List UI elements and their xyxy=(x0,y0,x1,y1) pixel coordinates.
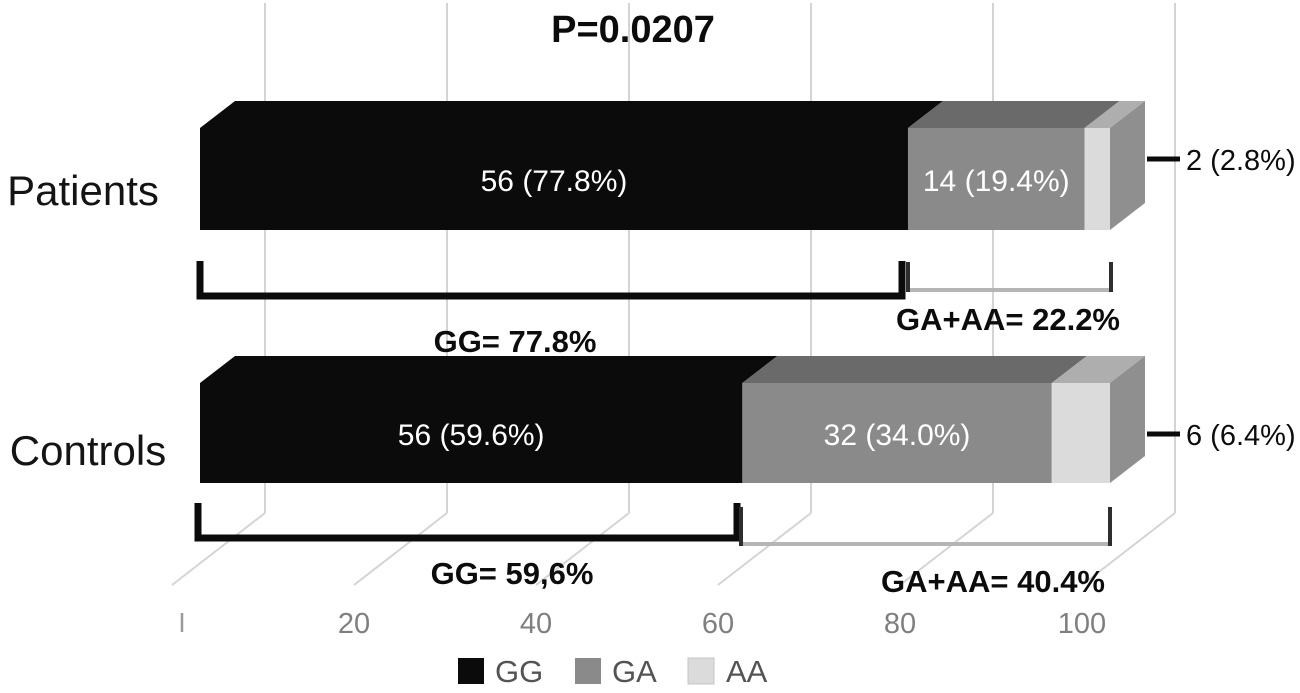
bar-segment-label-gg: 56 (77.8%) xyxy=(481,165,628,198)
bar-segment-ga xyxy=(907,128,1085,230)
x-axis-tick-label: 80 xyxy=(884,608,916,640)
bar-segment-label-ga: 32 (34.0%) xyxy=(824,419,971,452)
patients-ga-aa-bracket-label: GA+AA= 22.2% xyxy=(896,302,1120,337)
bar-top-gg xyxy=(200,101,943,128)
controls-gg-bracket: GG= 59,6% xyxy=(194,503,741,591)
x-axis-tick-label: 20 xyxy=(338,608,370,640)
bar-top-gg xyxy=(200,356,778,383)
x-axis-tick-label: 40 xyxy=(520,608,552,640)
bar-end-cap xyxy=(1110,101,1145,230)
bar-top-ga xyxy=(907,101,1120,128)
bar-segment-gg xyxy=(200,128,908,230)
bar-top-aa xyxy=(1084,101,1145,128)
controls-aa-callout: 6 (6.4%) xyxy=(1147,420,1296,452)
legend-swatch-aa xyxy=(687,657,715,685)
bar-segment-ga xyxy=(742,383,1052,483)
controls-ga-aa-bracket-label: GA+AA= 40.4% xyxy=(881,564,1105,599)
floor-line xyxy=(171,512,266,586)
legend: GG GA AA xyxy=(458,654,768,689)
legend-swatch-ga xyxy=(575,658,601,684)
bar-segment-gg xyxy=(200,383,743,483)
controls-gg-bracket-label: GG= 59,6% xyxy=(431,556,594,591)
floor-line xyxy=(717,512,812,586)
legend-label-gg: GG xyxy=(495,654,543,688)
patients-gg-bracket: GG= 77.8% xyxy=(196,261,906,359)
patients-aa-callout-label: 2 (2.8%) xyxy=(1186,145,1296,177)
bar-segment-aa xyxy=(1084,128,1110,230)
x-axis-tick-label: 100 xyxy=(1058,608,1106,640)
bar-patients: 56 (77.8%) 14 (19.4%) xyxy=(200,101,1145,230)
floor-line xyxy=(353,512,448,586)
bar-segment-label-gg: 56 (59.6%) xyxy=(398,419,545,452)
bars-layer: 56 (77.8%) 14 (19.4%) 56 (59.6%) 32 (34.0%) xyxy=(200,101,1145,483)
bar-end-cap xyxy=(1110,356,1145,483)
patients-ga-aa-bracket: GA+AA= 22.2% xyxy=(896,262,1120,337)
floor-line xyxy=(899,512,994,586)
patients-aa-callout: 2 (2.8%) xyxy=(1147,145,1296,177)
controls-aa-callout-label: 6 (6.4%) xyxy=(1186,420,1296,452)
bar-segment-label-ga: 14 (19.4%) xyxy=(923,165,1070,198)
floor-lines-layer xyxy=(171,512,1176,586)
floor-line xyxy=(535,512,630,586)
category-label-patients: Patients xyxy=(7,167,159,214)
legend-label-ga: GA xyxy=(612,654,657,688)
legend-label-aa: AA xyxy=(726,654,768,688)
bar-top-aa xyxy=(1051,356,1145,383)
floor-line xyxy=(1081,512,1176,586)
category-label-controls: Controls xyxy=(10,427,166,474)
p-value-title: P=0.0207 xyxy=(551,9,715,51)
bar-top-ga xyxy=(742,356,1087,383)
bar-segment-aa xyxy=(1051,383,1110,483)
x-axis-layer: 20 40 60 80 100 xyxy=(338,608,1106,640)
controls-ga-aa-bracket: GA+AA= 40.4% xyxy=(739,507,1112,599)
bar-controls: 56 (59.6%) 32 (34.0%) xyxy=(200,356,1145,483)
legend-swatch-gg xyxy=(458,658,484,684)
x-axis-tick-label: 60 xyxy=(702,608,734,640)
patients-gg-bracket-label: GG= 77.8% xyxy=(434,324,597,359)
